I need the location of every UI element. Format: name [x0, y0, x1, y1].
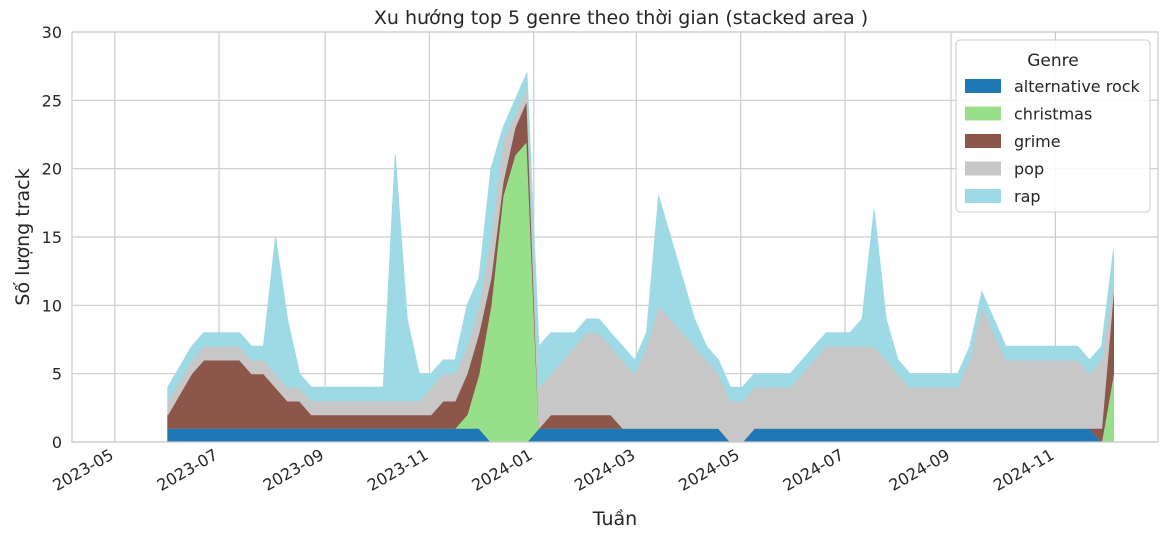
legend-swatch-rap — [965, 189, 1001, 203]
x-tick-label: 2024-07 — [780, 445, 847, 495]
x-tick-label: 2023-11 — [364, 445, 431, 495]
area-series-rap — [167, 72, 1114, 402]
chart-title: Xu hướng top 5 genre theo thời gian (sta… — [374, 7, 868, 29]
legend-box — [955, 39, 1151, 213]
legend-label-alternative-rock: alternative rock — [1014, 77, 1141, 96]
x-tick-label: 2024-03 — [571, 445, 638, 495]
legend-label-rap: rap — [1014, 187, 1041, 206]
y-tick-label: 0 — [52, 433, 62, 452]
y-tick-label: 15 — [42, 228, 62, 247]
y-tick-label: 20 — [42, 160, 62, 179]
y-tick-label: 30 — [42, 23, 62, 42]
x-tick-label: 2024-11 — [990, 445, 1057, 495]
x-tick-label: 2023-07 — [154, 445, 221, 495]
x-tick-label: 2024-05 — [675, 445, 742, 495]
legend-swatch-christmas — [965, 106, 1001, 121]
legend-swatch-grime — [965, 134, 1001, 148]
x-tick-label: 2023-09 — [260, 445, 327, 495]
x-tick-label: 2024-09 — [886, 445, 953, 495]
legend-label-grime: grime — [1014, 132, 1061, 151]
legend-label-pop: pop — [1014, 160, 1044, 179]
x-tick-label: 2024-01 — [468, 445, 535, 495]
legend-title: Genre — [1027, 51, 1078, 71]
legend-swatch-pop — [965, 161, 1001, 176]
x-tick-label: 2023-05 — [49, 445, 116, 495]
area-series-alternative-rock — [167, 427, 1114, 443]
legend-swatch-alternative-rock — [965, 79, 1001, 93]
legend: Genre alternative rock christmas grime pop r… — [955, 39, 1151, 213]
y-tick-label: 25 — [42, 91, 62, 110]
x-axis-label: Tuần — [592, 508, 637, 530]
plot-frame — [71, 31, 1159, 443]
y-axis-label: Số lượng track — [12, 168, 34, 305]
y-tick-label: 5 — [52, 365, 62, 384]
legend-label-christmas: christmas — [1014, 105, 1092, 124]
y-tick-label: 10 — [42, 296, 62, 315]
